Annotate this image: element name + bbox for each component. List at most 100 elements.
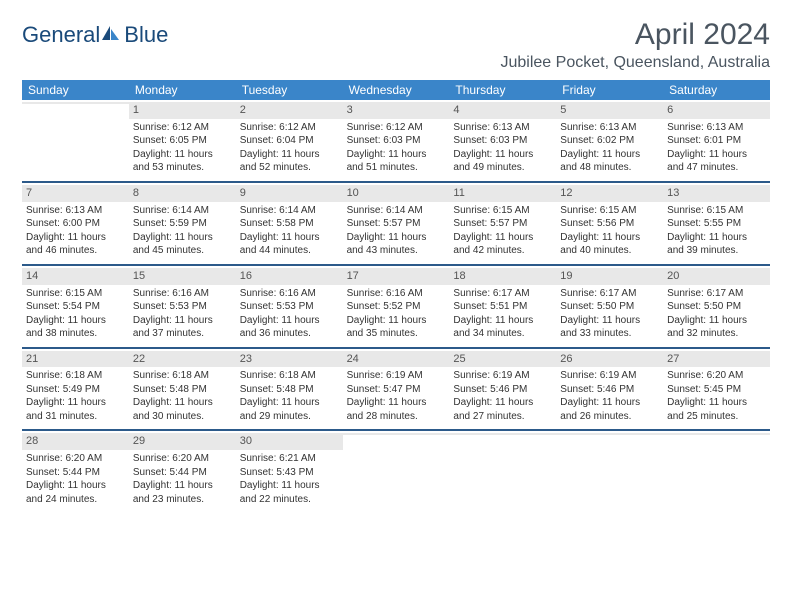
day-info-line: Sunset: 5:43 PM [240,466,339,480]
day-number-row: 3 [343,102,450,119]
day-cell: 15Sunrise: 6:16 AMSunset: 5:53 PMDayligh… [129,266,236,347]
day-info-line: Sunrise: 6:20 AM [133,452,232,466]
day-cell: 4 Sunrise: 6:13 AMSunset: 6:03 PMDaylight… [449,100,556,181]
calendar: Sunday Monday Tuesday Wednesday Thursday… [22,80,770,512]
day-number: 10 [347,187,359,199]
day-info-line: and 51 minutes. [347,161,446,175]
day-number-row: 10 [343,185,450,202]
day-info-line: and 22 minutes. [240,493,339,507]
day-number-row: 17 [343,268,450,285]
day-cell: 2Sunrise: 6:12 AMSunset: 6:04 PMDaylight… [236,100,343,181]
day-info-line: and 31 minutes. [26,410,125,424]
day-info-line: Sunset: 5:57 PM [347,217,446,231]
day-number: 16 [240,270,252,282]
day-info-line: Daylight: 11 hours [667,314,766,328]
day-cell: 1Sunrise: 6:12 AMSunset: 6:05 PMDaylight… [129,100,236,181]
day-number: 5 [560,104,566,116]
day-number-row: 15 [129,268,236,285]
day-cell: 23Sunrise: 6:18 AMSunset: 5:48 PMDayligh… [236,349,343,430]
day-info-line: Sunrise: 6:15 AM [453,204,552,218]
day-info-line: Sunset: 6:00 PM [26,217,125,231]
day-info-line: Sunset: 5:48 PM [240,383,339,397]
day-cell: 6Sunrise: 6:13 AMSunset: 6:01 PMDaylight… [663,100,770,181]
day-cell: 18Sunrise: 6:17 AMSunset: 5:51 PMDayligh… [449,266,556,347]
day-number-row: 26 [556,351,663,368]
week-row: 7Sunrise: 6:13 AMSunset: 6:00 PMDaylight… [22,183,770,266]
day-info-line: Sunset: 6:02 PM [560,134,659,148]
day-cell: 9Sunrise: 6:14 AMSunset: 5:58 PMDaylight… [236,183,343,264]
weekday-thursday: Thursday [449,80,556,100]
day-info-line: Daylight: 11 hours [667,396,766,410]
day-info-line: Daylight: 11 hours [453,396,552,410]
day-number-row: 29 [129,433,236,450]
day-number-row [663,433,770,435]
day-info-line: and 34 minutes. [453,327,552,341]
day-cell: 16Sunrise: 6:16 AMSunset: 5:53 PMDayligh… [236,266,343,347]
day-info-line: Sunrise: 6:15 AM [560,204,659,218]
day-info-line: Sunrise: 6:12 AM [133,121,232,135]
day-info-line: Sunset: 5:45 PM [667,383,766,397]
day-info-line: Daylight: 11 hours [453,231,552,245]
day-info-line: Daylight: 11 hours [560,231,659,245]
day-info-line: Daylight: 11 hours [347,231,446,245]
day-info-line: Sunset: 5:51 PM [453,300,552,314]
day-info-line: Sunrise: 6:14 AM [347,204,446,218]
day-info-line: Sunset: 6:03 PM [453,134,552,148]
day-info-line: Sunset: 5:53 PM [133,300,232,314]
day-info-line: Sunrise: 6:13 AM [453,121,552,135]
day-number: 28 [26,435,38,447]
day-cell: 12Sunrise: 6:15 AMSunset: 5:56 PMDayligh… [556,183,663,264]
day-number-row: 24 [343,351,450,368]
day-info-line: Sunset: 5:57 PM [453,217,552,231]
day-info-line: Sunrise: 6:17 AM [667,287,766,301]
day-number-row: 22 [129,351,236,368]
day-info-line: Sunset: 5:46 PM [453,383,552,397]
day-number: 30 [240,435,252,447]
day-info-line: Sunrise: 6:12 AM [240,121,339,135]
day-number-row: 8 [129,185,236,202]
day-number-row [22,102,129,104]
day-number: 1 [133,104,139,116]
day-info-line: Sunrise: 6:18 AM [26,369,125,383]
day-number-row: 4 [449,102,556,119]
day-cell [22,100,129,181]
week-row: 1Sunrise: 6:12 AMSunset: 6:05 PMDaylight… [22,100,770,183]
day-info-line: and 49 minutes. [453,161,552,175]
day-number-row [556,433,663,435]
weekday-monday: Monday [129,80,236,100]
day-info-line: Sunset: 5:52 PM [347,300,446,314]
day-info-line: Daylight: 11 hours [560,148,659,162]
day-info-line: and 42 minutes. [453,244,552,258]
day-info-line: and 40 minutes. [560,244,659,258]
day-cell: 30Sunrise: 6:21 AMSunset: 5:43 PMDayligh… [236,431,343,512]
day-number-row: 18 [449,268,556,285]
day-info-line: and 45 minutes. [133,244,232,258]
day-info-line: Sunrise: 6:19 AM [453,369,552,383]
day-cell: 26Sunrise: 6:19 AMSunset: 5:46 PMDayligh… [556,349,663,430]
day-cell: 22Sunrise: 6:18 AMSunset: 5:48 PMDayligh… [129,349,236,430]
day-number-row: 14 [22,268,129,285]
day-number: 21 [26,353,38,365]
day-number-row: 27 [663,351,770,368]
day-info-line: Sunset: 6:05 PM [133,134,232,148]
day-info-line: and 27 minutes. [453,410,552,424]
day-number-row: 13 [663,185,770,202]
week-row: 28Sunrise: 6:20 AMSunset: 5:44 PMDayligh… [22,431,770,512]
weekday-header-row: Sunday Monday Tuesday Wednesday Thursday… [22,80,770,100]
day-info-line: and 25 minutes. [667,410,766,424]
day-info-line: Sunset: 5:56 PM [560,217,659,231]
day-info-line: Sunset: 6:03 PM [347,134,446,148]
day-info-line: Sunrise: 6:12 AM [347,121,446,135]
day-info-line: Daylight: 11 hours [453,148,552,162]
day-info-line: Sunrise: 6:20 AM [667,369,766,383]
day-cell: 10 Sunrise: 6:14 AMSunset: 5:57 PMDayligh… [343,183,450,264]
day-number: 27 [667,353,679,365]
day-cell: 20Sunrise: 6:17 AMSunset: 5:50 PMDayligh… [663,266,770,347]
day-info-line: Sunset: 5:54 PM [26,300,125,314]
day-number: 29 [133,435,145,447]
day-number: 24 [347,353,359,365]
day-info-line: Daylight: 11 hours [133,314,232,328]
day-info-line: Sunset: 5:55 PM [667,217,766,231]
day-info-line: Daylight: 11 hours [347,314,446,328]
day-number-row: 23 [236,351,343,368]
